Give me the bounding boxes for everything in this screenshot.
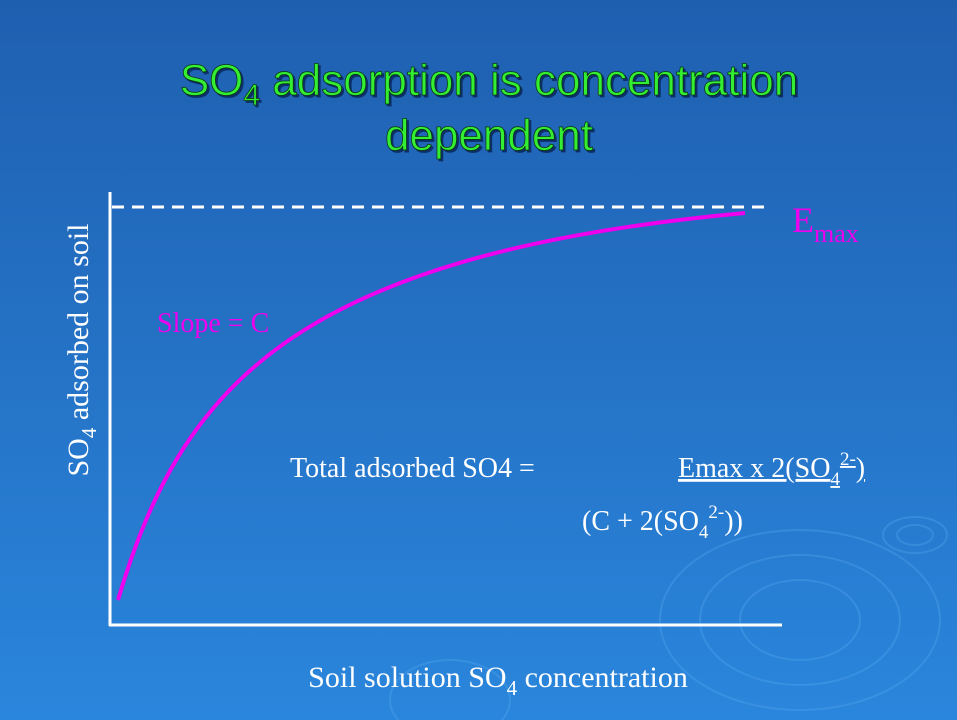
- equation-numerator: Emax x 2(SO42-): [678, 449, 865, 490]
- numerator-superscript: 2-: [840, 449, 856, 470]
- x-label-text: Soil solution SO: [308, 661, 506, 694]
- title: SO4 adsorption is concentration dependen…: [179, 56, 798, 161]
- emax-subscript: max: [814, 219, 859, 248]
- x-label-text: concentration: [517, 661, 688, 694]
- x-label-subscript: 4: [507, 676, 518, 700]
- title-line: SO4 adsorption is concentration: [180, 56, 798, 112]
- denominator-superscript: 2-: [708, 502, 724, 523]
- title-text: SO: [180, 56, 244, 105]
- denominator-subscript: 4: [699, 522, 709, 543]
- denominator-text: )): [724, 506, 743, 537]
- denominator-text: (C + 2(SO: [582, 506, 699, 537]
- y-axis-label: SO4 adsorbed on soil: [62, 224, 101, 477]
- y-label-text: adsorbed on soil: [62, 224, 95, 428]
- y-label-text: SO: [62, 438, 95, 476]
- adsorption-curve: [116, 211, 746, 601]
- title-line: dependent: [385, 111, 593, 160]
- emax-label: Emax: [792, 200, 859, 248]
- numerator-subscript: 4: [830, 469, 840, 490]
- title-text: adsorption is concentration: [260, 56, 798, 105]
- slope-label: Slope = C: [157, 308, 269, 339]
- emax-text: E: [792, 200, 814, 240]
- equation: Total adsorbed SO4 = Emax x 2(SO42-) (C …: [290, 449, 865, 543]
- numerator-text: Emax x 2(SO: [678, 453, 830, 484]
- numerator-text: ): [856, 453, 865, 484]
- axes: [108, 192, 782, 627]
- x-axis-label: Soil solution SO4 concentration: [308, 661, 688, 700]
- ripples: [389, 516, 948, 720]
- title-subscript: 4: [243, 79, 260, 112]
- equation-lhs: Total adsorbed SO4 =: [290, 453, 535, 484]
- y-label-subscript: 4: [77, 427, 101, 438]
- equation-denominator: (C + 2(SO42-)): [582, 502, 743, 543]
